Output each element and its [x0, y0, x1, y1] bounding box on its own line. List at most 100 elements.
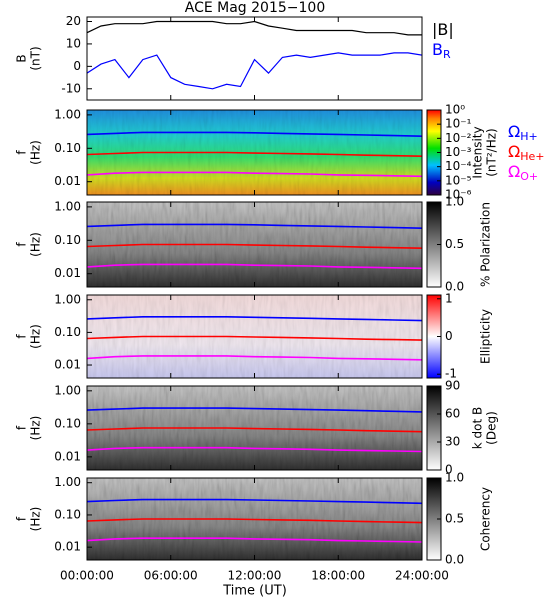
colorbar-label: % Polarization: [479, 202, 493, 287]
plot-area: [87, 386, 422, 470]
legend-label: |B|: [432, 20, 454, 39]
colorbar-label: (nT²/Hz): [485, 128, 499, 176]
legend-label: BR: [432, 40, 451, 62]
colorbar-label: k dot B: [471, 407, 485, 449]
y-tick-label: 0.01: [54, 540, 81, 554]
y-tick-label: -10: [61, 81, 81, 95]
colorbar-label: (Deg): [485, 411, 499, 445]
legend-label: ΩHe+: [508, 142, 545, 164]
colorbar-tick-label: 90: [445, 379, 460, 393]
y-axis-label: (Hz): [29, 232, 43, 257]
legend-symbol: Ω: [508, 122, 520, 141]
colorbar-tick-label: 60: [445, 407, 460, 421]
y-tick-label: 0.01: [54, 449, 81, 463]
colorbar-tick-label: 10⁻³: [445, 145, 472, 159]
colorbar-tick-label: 0: [445, 463, 453, 477]
legend-subscript: He+: [520, 150, 544, 163]
x-tick-label: 18:00:00: [311, 569, 365, 583]
y-tick-label: 0.10: [54, 233, 81, 247]
colorbar-tick-label: 0.0: [445, 280, 464, 294]
x-tick-label: 06:00:00: [144, 569, 198, 583]
gyrofrequency-line: [87, 446, 422, 453]
colorbar-tick-label: 10⁻⁴: [445, 159, 472, 173]
gyrofrequency-line: [87, 151, 422, 157]
y-tick-label: 0.10: [54, 325, 81, 339]
colorbar-label: Ellipticity: [479, 309, 493, 364]
colorbar-tick-label: 1: [445, 291, 453, 305]
colorbar-tick-label: 0.0: [445, 553, 464, 567]
plot-area: [87, 295, 422, 378]
y-axis-label: (Hz): [29, 416, 43, 441]
y-axis-label: B: [15, 54, 29, 62]
legend-symbol: Ω: [508, 142, 520, 161]
colorbar-tick-label: 0.5: [445, 512, 464, 526]
colorbar-tick-label: 10⁻²: [445, 131, 472, 145]
data-line: [87, 20, 422, 36]
colorbar-tick-label: 0: [445, 329, 453, 343]
colorbar-tick-label: 10⁻¹: [445, 117, 472, 131]
gyrofrequency-line: [87, 537, 422, 543]
y-tick-label: 0.01: [54, 174, 81, 188]
y-axis-label: f: [15, 334, 29, 339]
y-tick-label: 0.01: [54, 358, 81, 372]
colorbar-label: Coherency: [479, 487, 493, 551]
y-axis-label: f: [15, 425, 29, 430]
gyrofrequency-line: [87, 131, 422, 137]
y-tick-label: 0.01: [54, 266, 81, 280]
colorbar-tick-label: 1.0: [445, 195, 464, 209]
y-tick-label: 0: [73, 59, 81, 73]
gyrofrequency-line: [87, 263, 422, 270]
gyrofrequency-line: [87, 518, 422, 524]
legend-subscript: O+: [520, 170, 538, 183]
y-axis-label: f: [15, 150, 29, 155]
legend-label: ΩH+: [508, 122, 538, 144]
colorbar-tick-label: 10⁻⁵: [445, 173, 472, 187]
colorbar-tick-label: 1.0: [445, 471, 464, 485]
y-axis-label: (Hz): [29, 324, 43, 349]
legend-subscript: H+: [520, 130, 538, 143]
x-tick-label: 24:00:00: [395, 569, 449, 583]
y-tick-label: 1.00: [54, 475, 81, 489]
gyrofrequency-line: [87, 407, 422, 413]
y-tick-label: 20: [66, 14, 81, 28]
colorbar-tick-label: 30: [445, 435, 460, 449]
x-axis-label: Time (UT): [222, 584, 287, 599]
plot-area: [87, 478, 422, 560]
gyrofrequency-line: [87, 316, 422, 322]
y-tick-label: 1.00: [54, 199, 81, 213]
gyrofrequency-line: [87, 171, 422, 178]
chart-title: ACE Mag 2015−100: [185, 0, 325, 16]
gyrofrequency-line: [87, 243, 422, 249]
colorbar-label: Intensity: [471, 126, 485, 178]
legend-label: ΩO+: [508, 162, 538, 184]
plot-area: [87, 110, 422, 195]
y-axis-label: (Hz): [29, 140, 43, 165]
legend-text: |B|: [432, 20, 454, 39]
y-tick-label: 0.10: [54, 416, 81, 430]
colorbar-tick-label: 10⁻⁶: [445, 188, 472, 202]
y-axis-label: (nT): [29, 46, 43, 70]
plot-area: [87, 202, 422, 287]
colorbar-tick-label: 0.5: [445, 237, 464, 251]
gyrofrequency-line: [87, 355, 422, 361]
y-tick-label: 1.00: [54, 292, 81, 306]
gyrofrequency-line: [87, 335, 422, 341]
gyrofrequency-line: [87, 427, 422, 433]
y-tick-label: 0.10: [54, 141, 81, 155]
y-axis-label: f: [15, 242, 29, 247]
y-tick-label: 1.00: [54, 107, 81, 121]
data-line: [87, 52, 422, 90]
legend-symbol: Ω: [508, 162, 520, 181]
colorbar: [426, 385, 442, 471]
legend-subscript: R: [443, 48, 451, 61]
gyrofrequency-line: [87, 223, 422, 229]
x-tick-label: 12:00:00: [228, 569, 282, 583]
y-axis-label: f: [15, 516, 29, 521]
gyrofrequency-line: [87, 498, 422, 505]
y-axis-label: (Hz): [29, 507, 43, 532]
x-tick-label: 00:00:00: [60, 569, 114, 583]
y-tick-label: 0.10: [54, 507, 81, 521]
plot-frame: [86, 16, 423, 101]
plot-area: [87, 20, 422, 90]
